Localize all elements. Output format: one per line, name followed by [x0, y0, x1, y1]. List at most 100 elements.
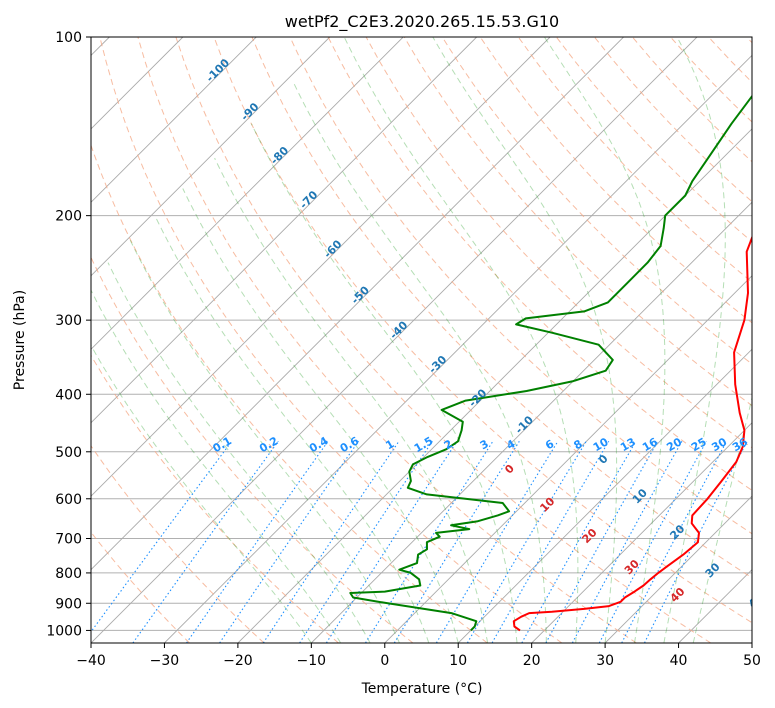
dry-adiabat-line — [479, 37, 752, 324]
y-tick-label: 300 — [55, 313, 82, 329]
y-tick-label: 700 — [55, 532, 82, 548]
dry-adiabat-line — [365, 37, 752, 449]
dry-adiabat-label: -60 — [321, 237, 344, 260]
mixing-ratio-line — [545, 441, 659, 643]
isotherm-line — [91, 37, 257, 203]
moist-adiabat-label: 20 — [580, 526, 600, 546]
isotherm-line — [91, 37, 331, 277]
moist-adiabat-label: 40 — [668, 585, 688, 605]
mixing-ratio-label: 3 — [478, 437, 491, 452]
isotherm-line — [384, 275, 752, 643]
moist-adiabat-line — [250, 123, 518, 643]
mixing-ratio-line — [91, 440, 233, 633]
isotherm-line — [604, 495, 752, 643]
isotherm-line — [237, 128, 752, 643]
x-tick-label: −10 — [297, 653, 327, 669]
reference-lines — [91, 37, 752, 643]
x-tick-label: −40 — [76, 653, 106, 669]
moist-adiabat-line — [543, 37, 666, 643]
moist-adiabat-line — [432, 37, 618, 643]
dry-adiabat-line — [91, 354, 339, 643]
x-tick-label: 10 — [449, 653, 467, 669]
moist-adiabat-line — [293, 83, 547, 643]
isotherm-line — [164, 54, 752, 643]
dry-adiabat-line — [746, 37, 752, 44]
dry-adiabat-label: -90 — [238, 100, 261, 123]
mixing-ratio-line — [325, 440, 458, 643]
mixing-ratio-line — [132, 440, 279, 643]
dewpoint-profile — [349, 94, 752, 632]
x-tick-label: 40 — [670, 653, 688, 669]
mixing-ratio-line — [435, 441, 559, 643]
sounding-profiles — [349, 94, 752, 632]
mixing-ratio-line — [466, 441, 587, 643]
dry-adiabat-label: -100 — [204, 56, 233, 85]
x-tick-label: −30 — [150, 653, 180, 669]
dry-adiabat-line — [327, 37, 752, 491]
isotherm-line — [678, 568, 752, 643]
dry-adiabat-line — [99, 37, 563, 643]
dry-adiabat-label: -20 — [466, 386, 489, 409]
chart-title: wetPf2_C2E3.2020.265.15.53.G10 — [285, 12, 559, 32]
mixing-ratio-line — [393, 441, 520, 643]
dry-adiabat-label: -10 — [513, 413, 536, 436]
moist-adiabat-line — [663, 37, 726, 643]
dry-adiabat-label: -80 — [268, 144, 291, 167]
mixing-ratio-label: 6 — [543, 437, 556, 452]
isotherm-line — [91, 37, 624, 571]
moist-adiabat-line — [343, 37, 579, 643]
dry-adiabat-line — [289, 37, 752, 535]
mixing-ratio-label: 1 — [383, 437, 396, 452]
dry-adiabat-line — [91, 531, 190, 643]
y-tick-label: 900 — [55, 596, 82, 612]
moist-adiabat-line — [154, 215, 430, 643]
mixing-ratio-line — [491, 441, 610, 643]
moist-adiabat-line — [129, 239, 400, 643]
mixing-ratio-line — [521, 441, 637, 643]
dry-adiabat-line — [213, 37, 752, 624]
dry-adiabat-label: 40 — [746, 591, 766, 611]
temperature-profile — [512, 234, 752, 632]
y-tick-label: 200 — [55, 209, 82, 225]
dry-adiabat-line — [555, 37, 752, 243]
dry-adiabat-label: 30 — [703, 560, 723, 580]
moist-adiabat-line — [91, 289, 342, 643]
isotherm-line — [751, 642, 752, 643]
mixing-ratio-line — [621, 441, 728, 643]
mixing-ratio-line — [299, 440, 433, 643]
dry-adiabat-line — [632, 37, 752, 163]
moist-adiabat-label: 30 — [622, 557, 642, 577]
y-axis-label: Pressure (hPa) — [12, 290, 28, 390]
reference-line-labels: 0.1 0.2 0.4 0.6 1 1.5 2 3 4 6 8 10 13 16 20 25 30 36-100-… — [204, 56, 766, 611]
x-tick-label: 0 — [380, 653, 389, 669]
moist-adiabat-line — [214, 157, 489, 643]
isotherm-line — [531, 422, 752, 643]
moist-adiabat-line — [692, 395, 752, 643]
dry-adiabat-line — [403, 37, 752, 407]
dry-adiabat-line — [251, 37, 752, 579]
dry-adiabat-line — [517, 37, 752, 283]
y-tick-label: 400 — [55, 387, 82, 403]
x-tick-label: 50 — [743, 653, 761, 669]
dry-adiabat-label: -70 — [297, 188, 320, 211]
moist-adiabat-line — [91, 344, 312, 643]
dry-adiabat-label: -30 — [426, 353, 449, 376]
mixing-ratio-line — [571, 441, 683, 643]
y-tick-label: 500 — [55, 445, 82, 461]
mixing-ratio-line — [262, 440, 400, 643]
moist-adiabat-line — [107, 262, 371, 643]
y-tick-label: 1000 — [46, 623, 82, 639]
y-tick-label: 800 — [55, 566, 82, 582]
y-tick-label: 600 — [55, 492, 82, 508]
mixing-ratio-line — [219, 440, 360, 643]
dry-adiabat-line — [91, 256, 414, 643]
isotherm-line — [310, 201, 752, 643]
x-tick-label: 20 — [523, 653, 541, 669]
x-tick-label: 30 — [596, 653, 614, 669]
dry-adiabat-line — [91, 444, 265, 643]
mixing-ratio-line — [644, 441, 748, 643]
moist-adiabat-label: 10 — [537, 494, 557, 514]
isotherm-line — [91, 37, 551, 497]
dry-adiabat-label: 0 — [596, 452, 611, 467]
